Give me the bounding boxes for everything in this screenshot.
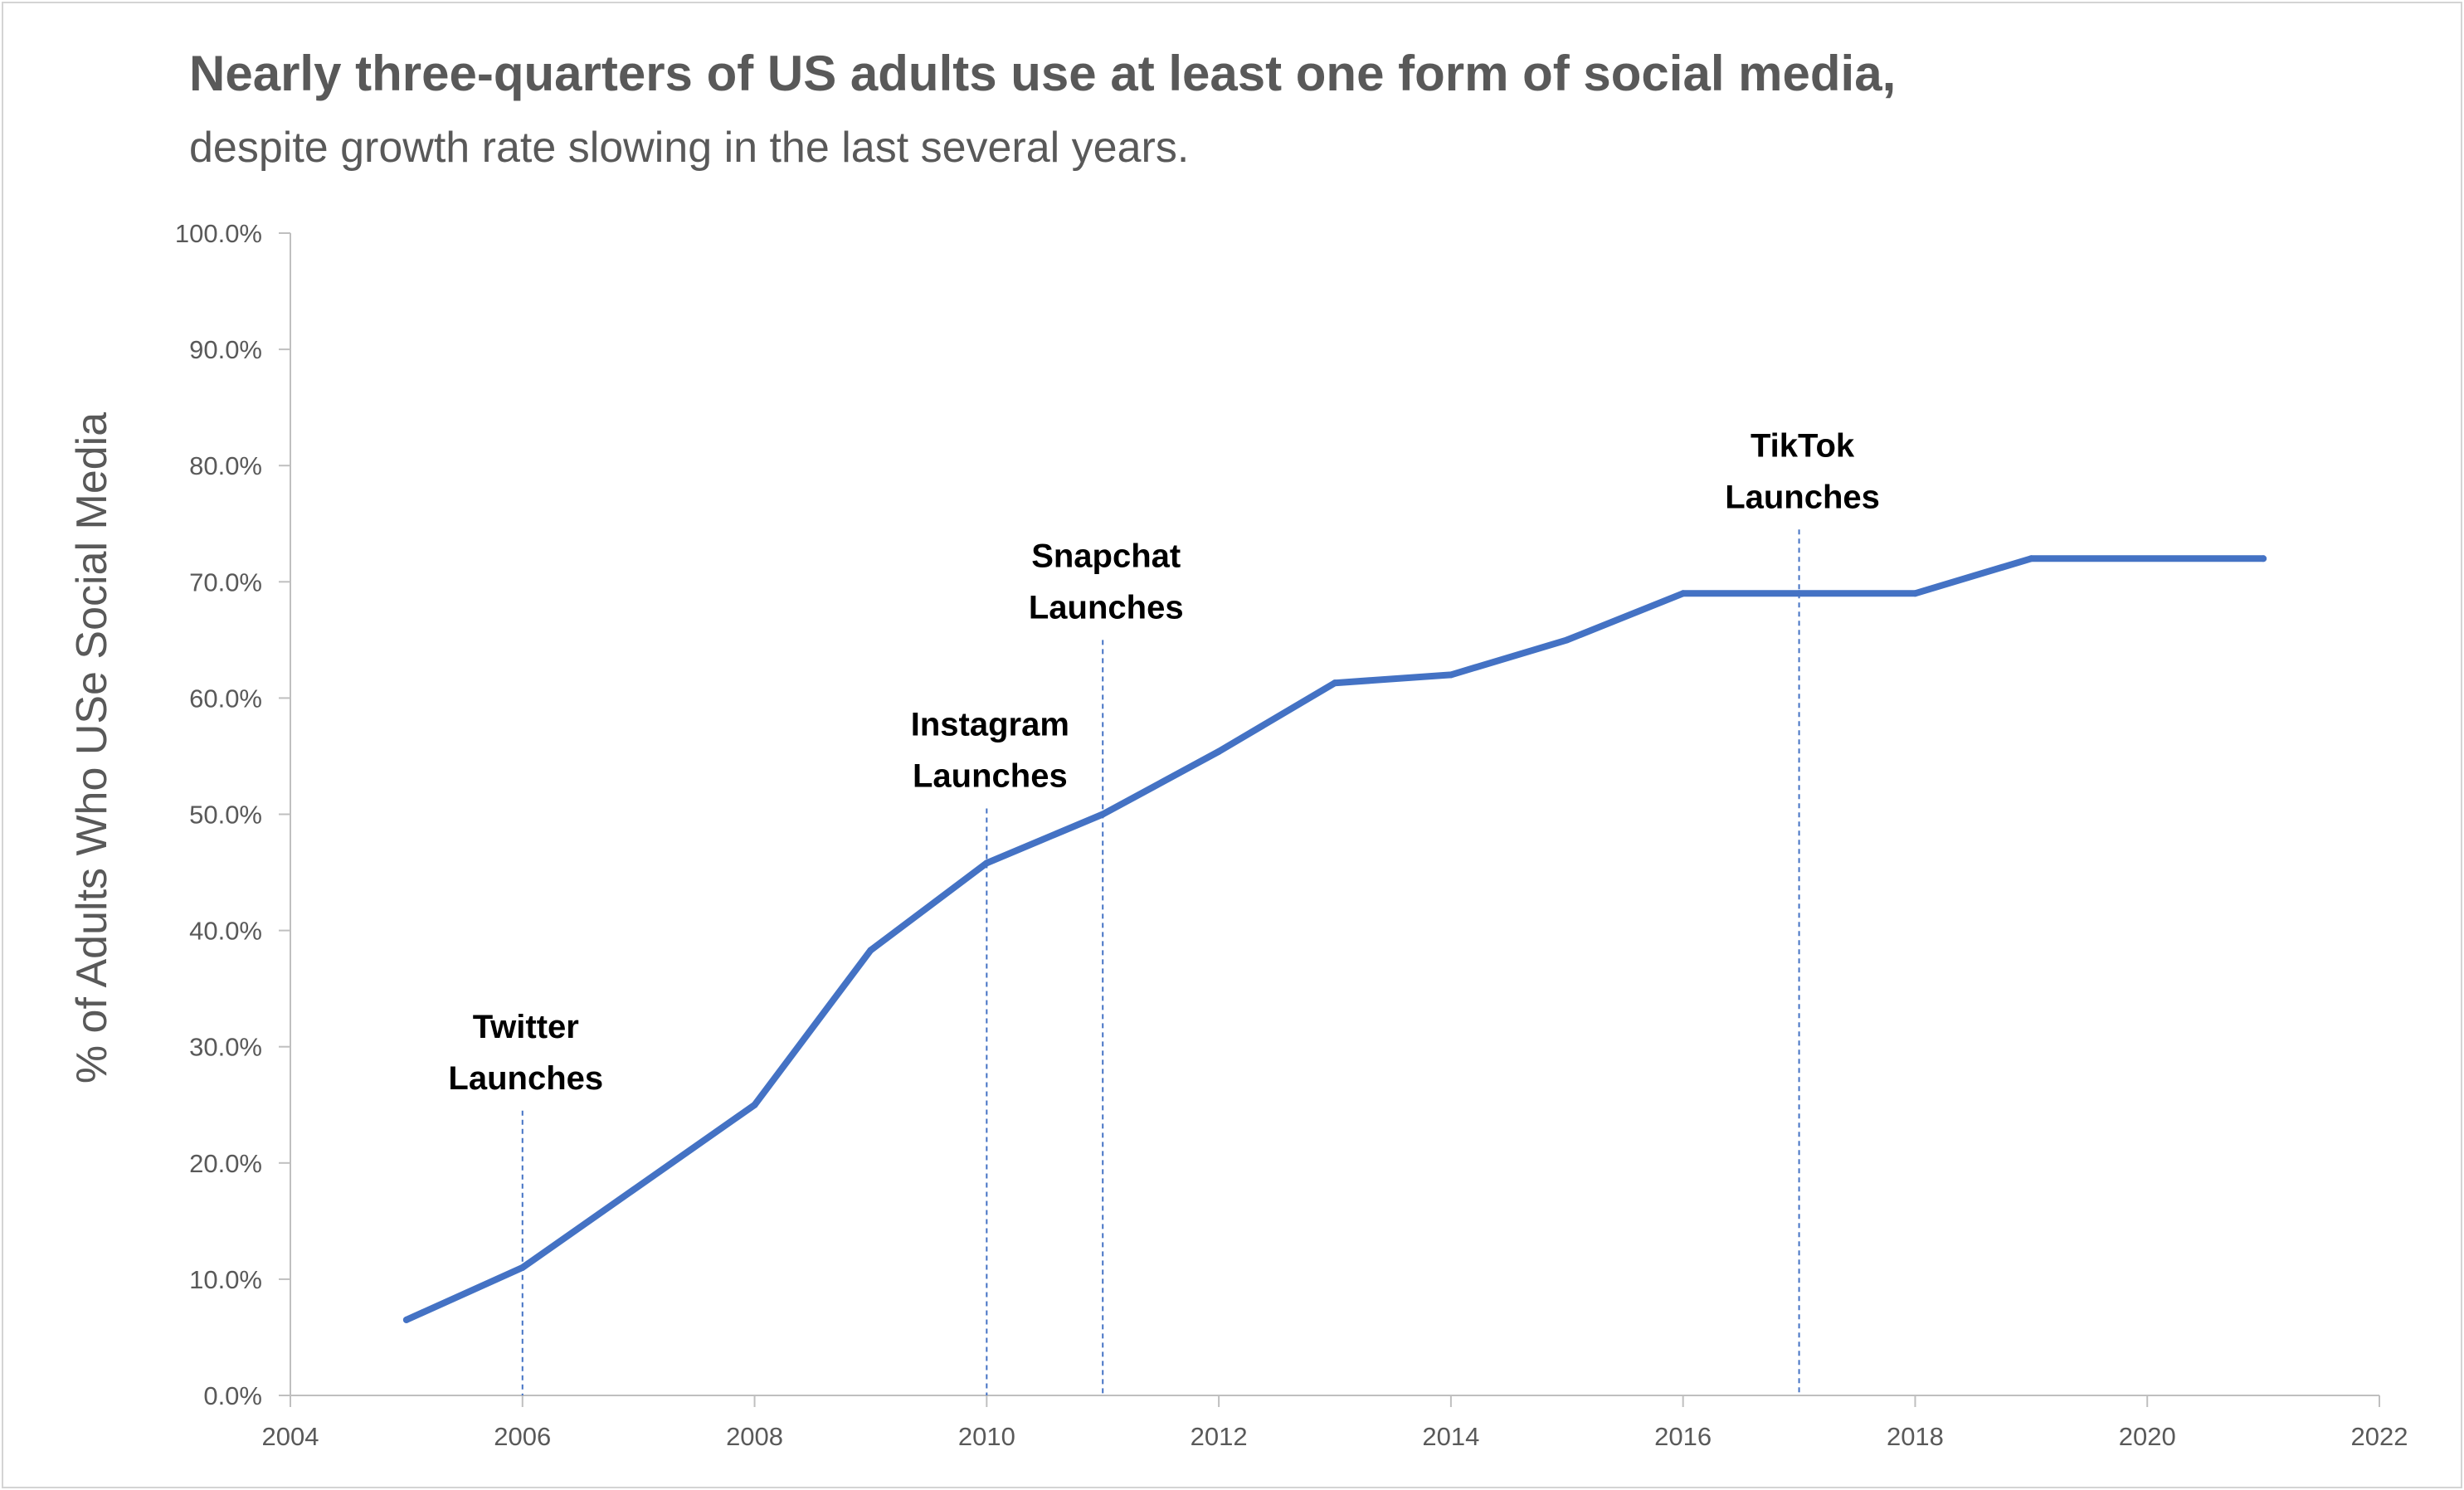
annotation-label: Launches — [913, 757, 1068, 794]
y-tick-label: 0.0% — [203, 1381, 262, 1410]
y-tick-label: 80.0% — [189, 451, 262, 480]
y-tick-label: 70.0% — [189, 567, 262, 596]
series-layer — [402, 555, 2267, 1323]
x-tick-label: 2004 — [262, 1422, 319, 1451]
annotation-label: Launches — [1029, 589, 1184, 626]
x-tick-label: 2020 — [2119, 1422, 2176, 1451]
annotation-label: Twitter — [473, 1009, 579, 1045]
series-line — [402, 555, 2267, 1323]
data-point — [1447, 671, 1454, 679]
annotation-label: Snapchat — [1031, 538, 1181, 574]
y-tick-label: 30.0% — [189, 1033, 262, 1062]
y-tick-label: 10.0% — [189, 1265, 262, 1294]
x-tick-label: 2008 — [726, 1422, 783, 1451]
annotations: Twitter Launches Instagram Launches Snapchat… — [448, 427, 1880, 1395]
data-point — [1099, 811, 1107, 818]
y-axis-title: % of Adults Who USe Social Media — [68, 412, 116, 1083]
y-tick-label: 50.0% — [189, 801, 262, 830]
data-point — [2028, 555, 2035, 562]
chart-subtitle: despite growth rate slowing in the last … — [189, 124, 1190, 172]
x-tick-label: 2018 — [1887, 1422, 1944, 1451]
data-point — [751, 1101, 758, 1108]
data-point — [1563, 636, 1570, 644]
x-tick-label: 2006 — [494, 1422, 551, 1451]
y-tick-label: 100.0% — [175, 219, 262, 248]
x-tick-label: 2016 — [1654, 1422, 1712, 1451]
x-tick-label: 2014 — [1422, 1422, 1479, 1451]
x-tick-label: 2022 — [2351, 1422, 2408, 1451]
annotation-label: TikTok — [1751, 427, 1855, 464]
x-tick-label: 2012 — [1191, 1422, 1248, 1451]
annotation-label: Launches — [448, 1060, 603, 1097]
data-point — [983, 859, 991, 867]
data-point — [1679, 590, 1687, 597]
chart-title: Nearly three-quarters of US adults use a… — [189, 46, 1897, 101]
y-tick-label: 40.0% — [189, 917, 262, 946]
annotation-label: Instagram — [911, 706, 1069, 743]
annotation-label: Launches — [1725, 479, 1880, 515]
data-point — [1911, 590, 1919, 597]
axes — [279, 232, 2380, 1407]
data-point — [519, 1264, 526, 1271]
data-point — [1332, 679, 1338, 687]
y-tick-label: 60.0% — [189, 684, 262, 713]
data-point — [402, 1316, 410, 1323]
data-point — [867, 947, 874, 954]
data-point — [1215, 747, 1223, 755]
y-tick-label: 90.0% — [189, 335, 262, 364]
data-point — [2260, 555, 2267, 562]
tick-labels: 0.0% 10.0% 20.0% 30.0% 40.0% 50.0% 60.0% 70.0% 8… — [68, 219, 2408, 1451]
data-point — [1795, 590, 1803, 597]
y-tick-label: 20.0% — [189, 1149, 262, 1178]
x-tick-label: 2010 — [958, 1422, 1015, 1451]
